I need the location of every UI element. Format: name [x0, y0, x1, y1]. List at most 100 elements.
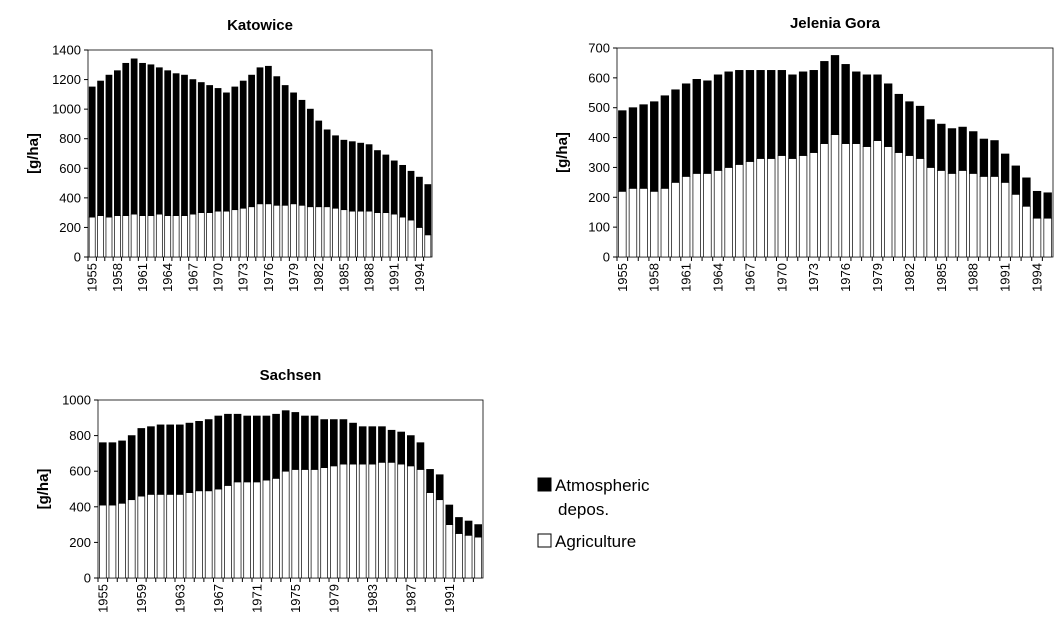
- bar-segment: [195, 490, 203, 579]
- bar-segment: [113, 70, 121, 216]
- bar-segment: [368, 463, 377, 579]
- bar-segment: [122, 215, 130, 258]
- bar-segment: [164, 70, 172, 216]
- bar-segment: [809, 70, 818, 153]
- bar-segment: [862, 74, 872, 147]
- bar-segment: [969, 131, 978, 174]
- y-tick-label: 0: [84, 571, 91, 586]
- x-tick-label: 1975: [288, 584, 303, 613]
- bar-segment: [650, 190, 659, 258]
- bar-segment: [407, 170, 415, 221]
- bar-segment: [639, 104, 648, 189]
- bar-segment: [958, 126, 967, 171]
- bar-segment: [127, 499, 136, 579]
- bar-segment: [1000, 153, 1010, 183]
- bar-segment: [113, 215, 121, 258]
- bar-segment: [98, 442, 107, 506]
- bar-segment: [139, 62, 146, 216]
- bar-segment: [820, 61, 829, 144]
- bar-segment: [474, 524, 483, 538]
- bar-segment: [105, 216, 113, 258]
- bar-segment: [947, 128, 957, 174]
- bar-segment: [390, 213, 398, 258]
- bar-segment: [374, 212, 381, 258]
- bar-segment: [281, 204, 289, 258]
- bar-segment: [243, 415, 252, 483]
- bar-segment: [424, 184, 432, 236]
- bar-segment: [320, 419, 329, 468]
- bar-segment: [239, 80, 247, 209]
- bar-segment: [618, 110, 627, 192]
- x-tick-label: 1985: [934, 263, 949, 292]
- bar-segment: [265, 65, 272, 205]
- bar-segment: [214, 415, 223, 490]
- x-tick-label: 1973: [806, 263, 821, 292]
- bar-segment: [189, 213, 197, 258]
- bar-segment: [390, 160, 398, 215]
- y-tick-label: 1200: [52, 72, 81, 87]
- x-tick-label: 1985: [336, 263, 351, 292]
- bar-segment: [243, 481, 252, 579]
- bar-segment: [788, 158, 797, 258]
- bar-segment: [239, 207, 247, 258]
- y-tick-label: 400: [59, 190, 81, 205]
- bar-segment: [214, 88, 222, 212]
- bar-segment: [445, 524, 454, 579]
- bar-segment: [272, 413, 280, 479]
- x-tick-label: 1976: [261, 263, 276, 292]
- y-axis-label: [g/ha]: [25, 133, 42, 174]
- x-tick-label: 1961: [135, 263, 150, 292]
- bar-segment: [231, 209, 239, 258]
- bar-segment: [416, 469, 425, 579]
- chart-title: Sachsen: [260, 367, 322, 384]
- bar-segment: [979, 138, 989, 177]
- legend-label: Atmospheric depos.: [555, 476, 654, 519]
- bar-segment: [378, 461, 386, 579]
- bar-segment: [435, 474, 444, 501]
- y-tick-label: 500: [588, 100, 610, 115]
- bar-segment: [273, 204, 281, 258]
- x-tick-label: 1970: [211, 263, 226, 292]
- bar-segment: [416, 442, 425, 470]
- y-tick-label: 600: [69, 464, 91, 479]
- bar-segment: [281, 85, 289, 206]
- bar-segment: [206, 85, 214, 213]
- y-tick-label: 300: [588, 160, 610, 175]
- bar-segment: [455, 533, 463, 579]
- x-tick-label: 1979: [326, 584, 341, 613]
- bar-segment: [118, 440, 126, 504]
- bar-segment: [357, 210, 365, 258]
- x-tick-label: 1964: [160, 263, 175, 292]
- x-tick-label: 1979: [870, 263, 885, 292]
- y-tick-label: 1400: [52, 43, 81, 58]
- bar-segment: [206, 212, 214, 258]
- bar-segment: [365, 210, 373, 258]
- y-tick-label: 600: [59, 161, 81, 176]
- bar-segment: [830, 134, 840, 258]
- bar-segment: [671, 89, 680, 183]
- bar-segment: [197, 82, 205, 213]
- bar-segment: [185, 492, 194, 579]
- bar-segment: [231, 86, 239, 211]
- y-tick-label: 200: [588, 190, 610, 205]
- bar-segment: [155, 213, 163, 258]
- bar-segment: [147, 426, 155, 495]
- y-axis-label: [g/ha]: [554, 132, 571, 173]
- bar-segment: [397, 431, 406, 465]
- bar-segment: [915, 105, 925, 159]
- bar-segment: [990, 176, 999, 258]
- y-tick-label: 800: [69, 428, 91, 443]
- bar-segment: [841, 143, 850, 258]
- bar-segment: [724, 167, 733, 258]
- bar-segment: [713, 170, 723, 258]
- bar-segment: [416, 176, 423, 228]
- bar-segment: [915, 158, 925, 258]
- bar-segment: [777, 70, 787, 156]
- x-tick-label: 1963: [172, 584, 187, 613]
- bar-segment: [281, 410, 290, 472]
- x-tick-label: 1987: [403, 584, 418, 613]
- bar-segment: [348, 141, 356, 212]
- bar-segment: [339, 463, 348, 579]
- bar-segment: [323, 206, 331, 258]
